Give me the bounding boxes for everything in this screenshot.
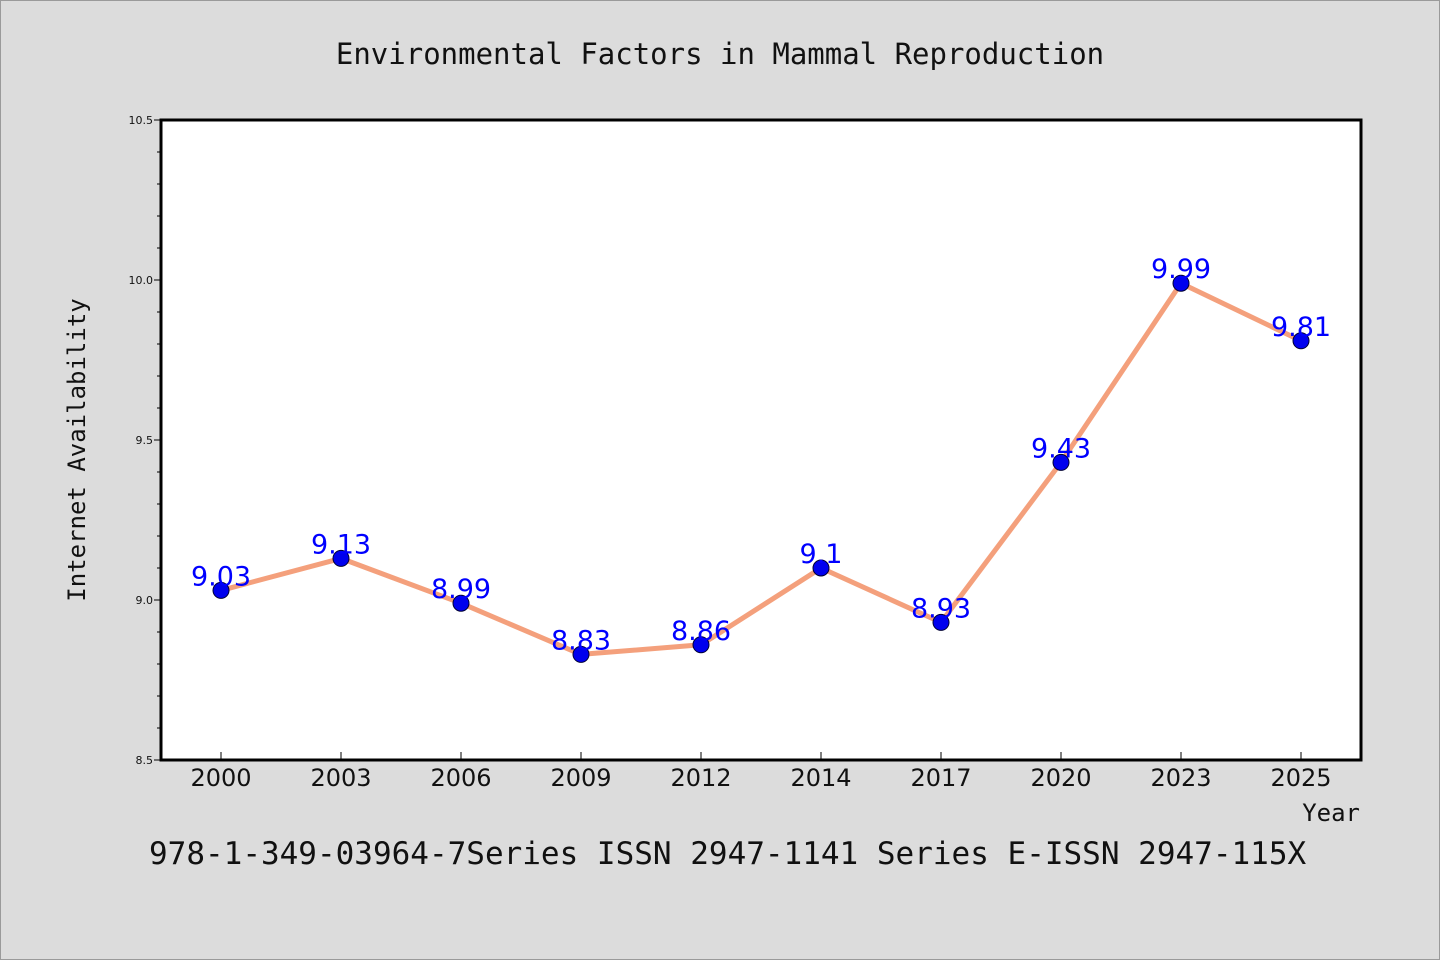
data-point [812,559,830,577]
y-tick-label: 10.0 [129,274,154,287]
y-axis: 8.5 9.0 9.5 10.0 10.5 [129,114,161,767]
data-label: 8.93 [911,593,971,624]
data-point [692,636,710,654]
x-tick-label: 2020 [1030,764,1091,792]
data-point [1172,274,1190,292]
y-tick-label: 9.5 [136,434,154,447]
chart-title: Environmental Factors in Mammal Reproduc… [336,37,1104,71]
x-tick-label: 2012 [670,764,731,792]
y-axis-label: Internet Availability [63,298,91,601]
data-label: 9.03 [191,561,251,592]
data-label: 9.43 [1031,433,1091,464]
y-tick-label: 10.5 [129,114,154,127]
x-tick-label: 2000 [190,764,251,792]
data-point [332,549,350,567]
x-tick-label: 2003 [310,764,371,792]
x-axis-label: Year [1302,799,1360,827]
x-tick-label: 2014 [790,764,851,792]
series-group: 9.03 9.13 8.99 8.83 8.86 9.1 8.93 9.43 9.99 9.81 [191,254,1331,663]
data-point [572,645,590,663]
data-label: 9.99 [1151,254,1211,285]
plot-area [159,118,1363,762]
data-label: 8.83 [551,625,611,656]
x-tick-label: 2009 [550,764,611,792]
x-tick-label: 2023 [1150,764,1211,792]
data-label: 9.81 [1271,312,1331,343]
data-label: 9.1 [800,539,843,570]
data-point [212,581,230,599]
data-point [452,594,470,612]
data-label: 8.86 [671,616,731,647]
x-tick-label: 2006 [430,764,491,792]
data-point [1292,332,1310,350]
series-line [218,280,1304,657]
x-axis: 2000 2003 2006 2009 2012 2014 2017 2020 2023 2025 [190,752,1332,792]
y-tick-label: 8.5 [136,754,154,767]
x-tick-label: 2025 [1270,764,1331,792]
footer-isbn-text: 978-1-349-03964-7Series ISSN 2947-1141 S… [149,836,1306,872]
data-point [1052,453,1070,471]
data-label: 8.99 [431,574,491,605]
data-point [932,613,950,631]
data-label: 9.13 [311,529,371,560]
x-tick-label: 2017 [910,764,971,792]
y-tick-label: 9.0 [136,594,154,607]
